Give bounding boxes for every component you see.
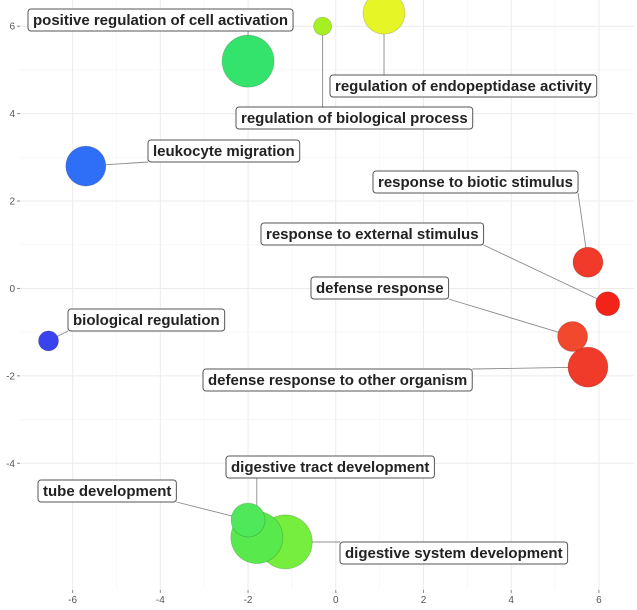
bubble-label-box <box>329 74 598 98</box>
bubbles <box>38 0 621 570</box>
bubble-label-box <box>147 139 301 163</box>
leader-line <box>483 244 608 305</box>
bubble-label-box <box>67 308 226 332</box>
x-tick-label: -2 <box>244 595 253 606</box>
bubble-label-box <box>339 541 569 565</box>
grid-minor-lines <box>20 0 634 590</box>
y-tick-label: 6 <box>9 22 15 33</box>
bubble-point <box>230 502 266 538</box>
bubble-point <box>567 346 609 388</box>
y-tick-label: 0 <box>9 284 15 295</box>
y-tick-label: 2 <box>9 197 15 208</box>
bubble-label-box <box>37 479 177 503</box>
bubble-label: regulation of endopeptidase activity <box>335 78 592 95</box>
bubble-label-box <box>310 276 450 300</box>
x-tick-label: -4 <box>156 595 165 606</box>
y-tick-label: -4 <box>6 459 15 470</box>
bubble-labels: positive regulation of cell activation re… <box>27 8 598 565</box>
x-tick-label: 6 <box>596 595 602 606</box>
bubble-label-box <box>235 106 474 130</box>
bubble-point <box>362 0 406 35</box>
bubble-label: defense response <box>316 280 444 297</box>
bubble-label-box <box>202 368 473 392</box>
x-tick-label: -6 <box>68 595 77 606</box>
bubble-label: tube development <box>43 483 171 500</box>
bubble-point <box>38 330 59 352</box>
bubble-label: defense response to other organism <box>208 372 467 389</box>
y-axis-ticks: -4 -2 0 2 4 6 <box>6 22 20 470</box>
leader-line <box>448 298 573 337</box>
bubble-label-box <box>260 222 485 246</box>
x-tick-label: 2 <box>421 595 427 606</box>
bubble-label-box <box>27 8 294 32</box>
x-axis-ticks: -6 -4 -2 0 2 4 6 <box>68 590 602 606</box>
bubble-label: biological regulation <box>73 312 220 329</box>
bubble-label-box <box>225 455 435 479</box>
bubble-point <box>572 246 604 278</box>
y-tick-label: 4 <box>9 109 15 120</box>
y-tick-label: -2 <box>6 371 15 382</box>
bubble-label: response to biotic stimulus <box>378 174 573 191</box>
bubble-label: response to external stimulus <box>266 226 479 243</box>
x-tick-label: 4 <box>508 595 514 606</box>
x-tick-label: 0 <box>333 595 339 606</box>
bubble-label: digestive system development <box>345 545 563 562</box>
bubble-point <box>65 145 107 187</box>
bubble-point <box>221 34 275 88</box>
bubble-label: leukocyte migration <box>153 143 295 160</box>
bubble-point <box>595 291 621 317</box>
bubble-label: positive regulation of cell activation <box>33 12 288 29</box>
bubble-point <box>557 321 588 352</box>
bubble-label: digestive tract development <box>231 459 429 476</box>
bubble-point <box>313 16 333 36</box>
bubble-label-box <box>372 170 579 194</box>
bubble-label: regulation of biological process <box>241 110 468 127</box>
